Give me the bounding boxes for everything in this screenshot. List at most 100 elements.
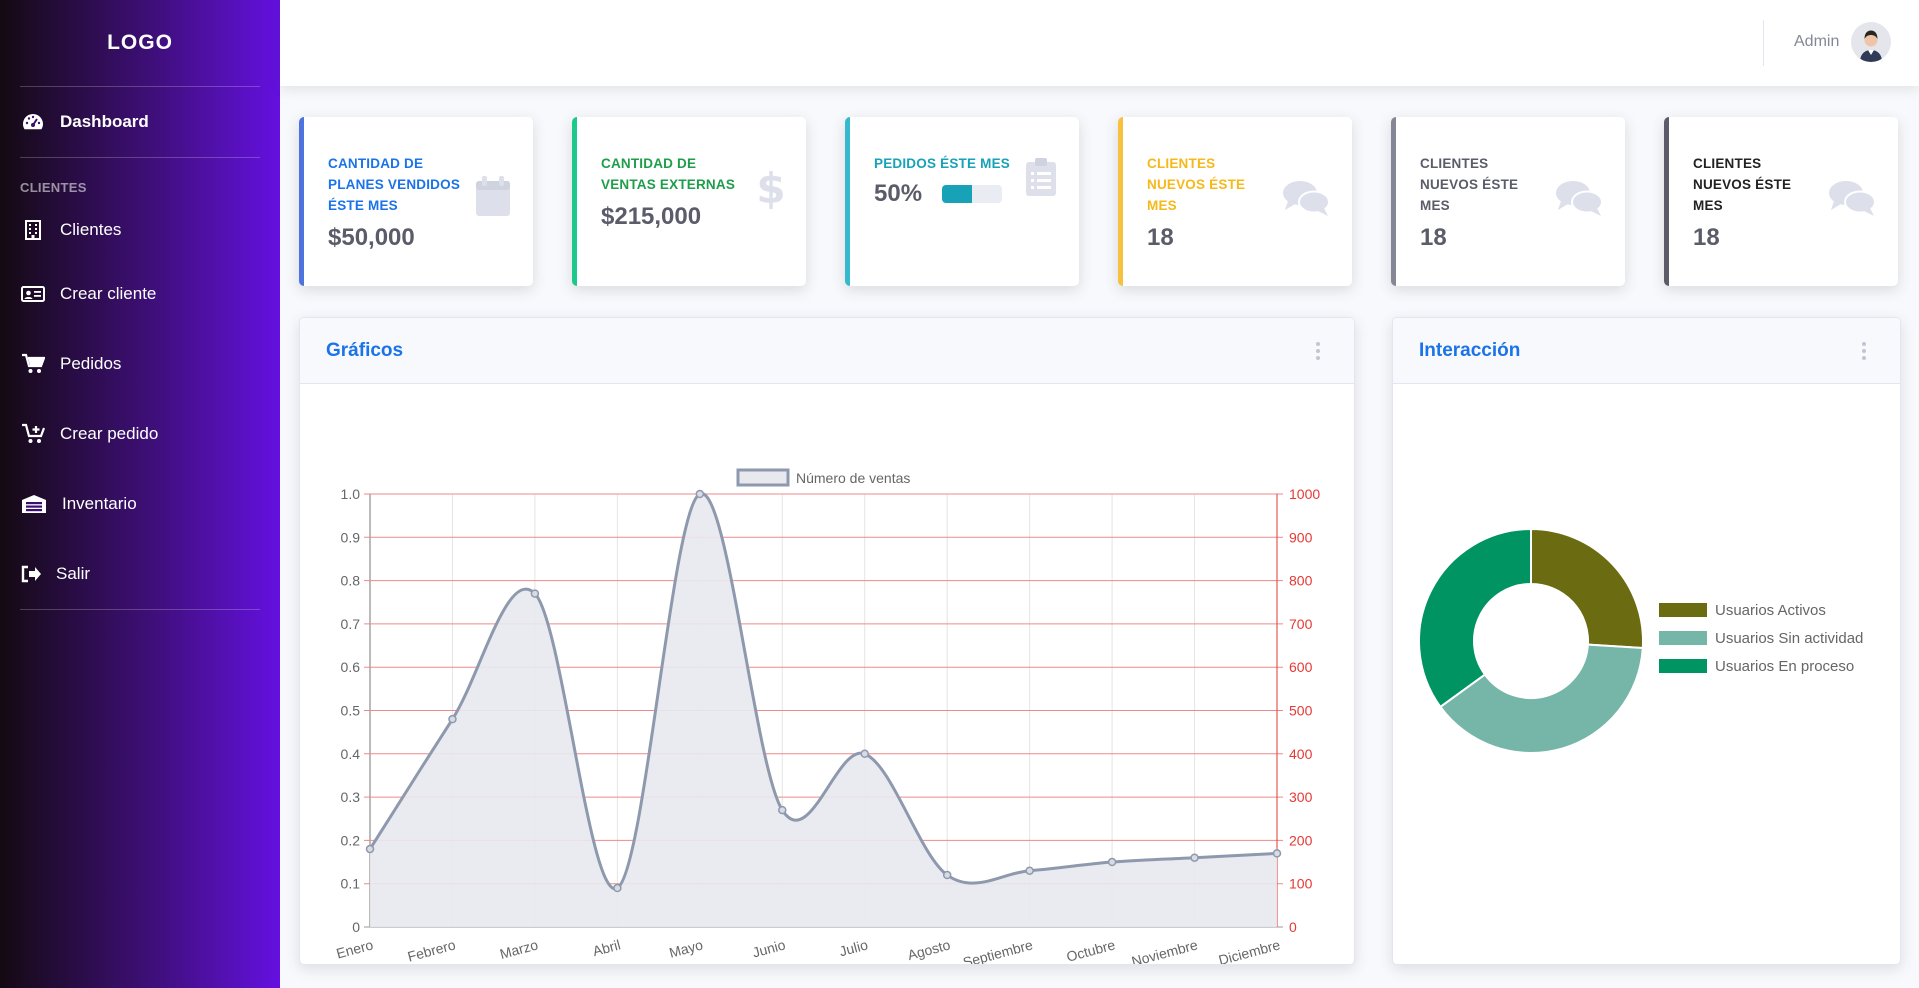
cart-plus-icon <box>20 421 46 447</box>
user-name: Admin <box>1794 33 1840 50</box>
x-tick-label: Mayo <box>667 936 704 960</box>
stat-card-clientes-nuevos: CLIENTES NUEVOS ÉSTE MES 18 <box>1664 117 1898 286</box>
sidebar-item-label: Crear pedido <box>60 424 159 443</box>
panel-title: Gráficos <box>326 339 404 361</box>
stat-card-title: CANTIDAD DE VENTAS EXTERNAS <box>601 156 736 192</box>
stat-card-title: CLIENTES NUEVOS ÉSTE MES <box>1693 156 1792 213</box>
user-menu[interactable]: Admin <box>1794 22 1892 62</box>
cart-icon <box>20 351 46 377</box>
data-point <box>365 844 375 854</box>
sidebar-item-dashboard[interactable]: Dashboard <box>0 87 280 157</box>
y2-tick-label: 200 <box>1289 832 1313 848</box>
y-tick-label: 0.3 <box>341 789 361 805</box>
x-tick-label: Enero <box>335 936 375 961</box>
data-point <box>778 805 787 815</box>
y-tick-label: 0.2 <box>341 832 361 848</box>
stat-card-clientes-nuevos: CLIENTES NUEVOS ÉSTE MES 18 <box>1118 117 1352 286</box>
sidebar-item-salir[interactable]: Salir <box>0 539 280 609</box>
series-area <box>370 493 1277 927</box>
sidebar-item-inventario[interactable]: Inventario <box>0 469 280 539</box>
progress-fill <box>942 185 973 203</box>
y2-tick-label: 900 <box>1289 529 1313 545</box>
x-tick-label: Diciembre <box>1217 936 1282 964</box>
comments-icon <box>1828 179 1876 222</box>
x-tick-label: Febrero <box>406 936 458 964</box>
sidebar-divider <box>20 609 260 610</box>
sidebar-item-label: Clientes <box>60 220 122 239</box>
series-line <box>368 492 1278 890</box>
y2-tick-label: 300 <box>1289 789 1313 805</box>
legend-swatch <box>736 468 790 487</box>
brand-logo[interactable]: LOGO <box>107 31 173 54</box>
panel-header: Interacción <box>1393 318 1900 384</box>
legend-swatch <box>1659 659 1707 673</box>
y-tick-label: 0.6 <box>341 659 361 675</box>
clipboard-icon <box>1025 157 1057 202</box>
x-tick-label: Octubre <box>1065 936 1117 964</box>
y-tick-label: 0.8 <box>341 573 361 589</box>
comments-icon <box>1555 179 1603 222</box>
y2-tick-label: 1000 <box>1289 486 1320 502</box>
stat-card-title: PEDIDOS ÉSTE MES <box>874 156 1010 171</box>
sign-out-icon <box>20 561 42 587</box>
tachometer-icon <box>20 109 46 135</box>
sidebar-item-pedidos[interactable]: Pedidos <box>0 329 280 399</box>
sidebar-item-label: Dashboard <box>60 112 149 131</box>
id-card-icon <box>20 281 46 307</box>
sidebar-item-crear-cliente[interactable]: Crear cliente <box>0 259 280 329</box>
x-tick-label: Agosto <box>906 936 952 963</box>
x-tick-label: Junio <box>751 936 788 960</box>
stat-card-planes-vendidos: CANTIDAD DE PLANES VENDIDOS ÉSTE MES $50… <box>299 117 533 286</box>
stat-card-value: $50,000 <box>328 224 415 251</box>
y2-tick-label: 100 <box>1289 876 1313 892</box>
stat-card-title: CLIENTES NUEVOS ÉSTE MES <box>1147 156 1246 213</box>
sidebar-item-crear-pedido[interactable]: Crear pedido <box>0 399 280 469</box>
data-point <box>613 883 622 893</box>
panel-title: Interacción <box>1419 339 1521 361</box>
comments-icon <box>1282 179 1330 222</box>
panel-graficos: Gráficos 0 0 0.1 100 0.2 200 0.3 300 0.4 400 0.5 50… <box>299 317 1355 970</box>
donut-slice <box>1530 527 1644 650</box>
y2-tick-label: 800 <box>1289 573 1313 589</box>
legend-label: Usuarios Activos <box>1715 602 1826 619</box>
legend-label: Usuarios Sin actividad <box>1715 630 1863 647</box>
data-point <box>1190 853 1199 862</box>
y-tick-label: 0.1 <box>341 876 361 892</box>
sidebar: LOGO Dashboard CLIENTES Clientes Crear c… <box>0 0 280 988</box>
panel-header: Gráficos <box>300 318 1354 384</box>
donut-slice <box>1438 643 1644 754</box>
building-icon <box>20 217 46 243</box>
y-tick-label: 0.5 <box>341 703 361 719</box>
data-point <box>1025 866 1034 875</box>
y-tick-label: 0.7 <box>341 616 361 632</box>
x-tick-label: Noviembre <box>1130 936 1200 964</box>
warehouse-icon <box>20 491 48 517</box>
sidebar-item-label: Pedidos <box>60 354 122 373</box>
stat-card-title: CLIENTES NUEVOS ÉSTE MES <box>1420 156 1519 213</box>
stat-card-value: 18 <box>1693 224 1720 251</box>
more-options-icon[interactable] <box>1308 339 1328 363</box>
stat-card-value: 50% <box>874 180 923 207</box>
more-options-icon[interactable] <box>1854 339 1874 363</box>
sidebar-item-label: Crear cliente <box>60 284 157 303</box>
x-tick-label: Septiembre <box>961 936 1035 964</box>
legend-swatch <box>1659 631 1707 645</box>
y2-tick-label: 600 <box>1289 659 1313 675</box>
progress-bar <box>942 185 1003 203</box>
avatar[interactable] <box>1851 22 1892 62</box>
y-tick-label: 0.9 <box>341 529 361 545</box>
data-point <box>942 870 952 880</box>
sidebar-heading: CLIENTES <box>20 180 87 195</box>
sidebar-divider <box>20 157 260 158</box>
topbar: Admin <box>280 0 1919 86</box>
y2-tick-label: 0 <box>1289 919 1297 935</box>
legend-label: Usuarios En proceso <box>1715 658 1854 675</box>
progress-row: 50% <box>874 180 1034 208</box>
svg-text:$: $ <box>758 167 784 211</box>
sidebar-item-clientes[interactable]: Clientes <box>0 201 280 259</box>
y-tick-label: 0 <box>352 919 360 935</box>
stat-card-clientes-nuevos: CLIENTES NUEVOS ÉSTE MES 18 <box>1391 117 1625 286</box>
y2-tick-label: 700 <box>1289 616 1313 632</box>
data-point <box>1107 857 1117 867</box>
panel-interaccion: Interacción Usuarios Activos Usuarios Sin… <box>1392 317 1901 965</box>
